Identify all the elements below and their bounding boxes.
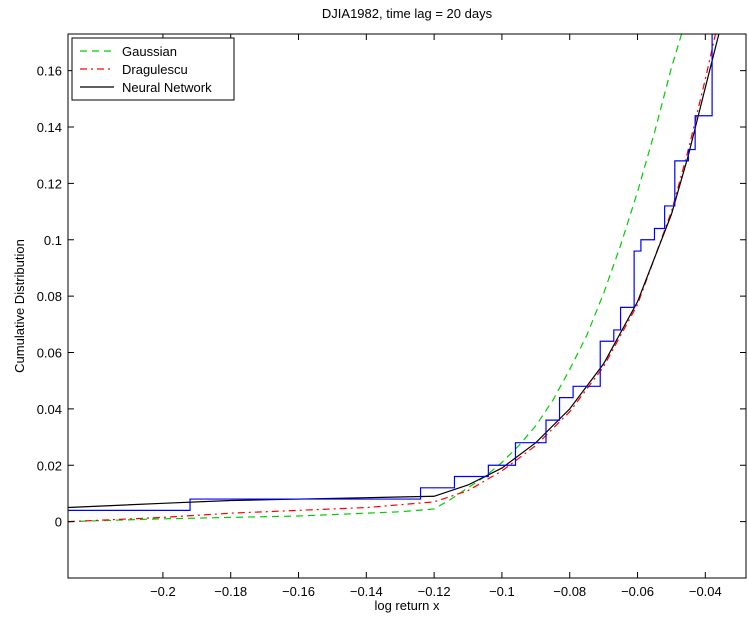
legend-label: Neural Network bbox=[122, 80, 212, 95]
series-line-empirical bbox=[68, 34, 719, 511]
legend-label: Dragulescu bbox=[122, 62, 188, 77]
x-tick-label: −0.16 bbox=[282, 584, 315, 599]
chart-title: DJIA1982, time lag = 20 days bbox=[322, 6, 493, 21]
series-line-gaussian bbox=[68, 34, 683, 523]
plot-frame bbox=[67, 33, 747, 579]
y-tick-label: 0.06 bbox=[37, 346, 62, 361]
x-tick-label: −0.18 bbox=[214, 584, 247, 599]
x-tick-label: −0.2 bbox=[150, 584, 176, 599]
y-axis-title: Cumulative Distribution bbox=[12, 239, 27, 373]
legend: Gaussian Dragulescu Neural Network bbox=[71, 37, 235, 101]
y-tick-label: 0.02 bbox=[37, 458, 62, 473]
y-tick-label: 0.08 bbox=[37, 289, 62, 304]
legend-label: Gaussian bbox=[122, 44, 177, 59]
x-axis-title: log return x bbox=[374, 598, 440, 613]
series-line-neural-network bbox=[68, 34, 720, 509]
axes-layer: −0.2 −0.18 −0.16 −0.14 −0.12 −0.1 −0.08 −0.06 −0… bbox=[37, 33, 747, 599]
x-tick-label: −0.12 bbox=[418, 584, 451, 599]
y-tick-label: 0.12 bbox=[37, 176, 62, 191]
series-line-dragulescu bbox=[68, 34, 717, 523]
y-tick-label: 0.14 bbox=[37, 120, 62, 135]
y-tick-label: 0.16 bbox=[37, 64, 62, 79]
y-tick-label: 0.04 bbox=[37, 402, 62, 417]
y-tick-label: 0.1 bbox=[44, 233, 62, 248]
x-tick-label: −0.08 bbox=[553, 584, 586, 599]
x-tick-label: −0.04 bbox=[689, 584, 722, 599]
x-tick-label: −0.1 bbox=[489, 584, 515, 599]
y-tick-label: 0 bbox=[55, 515, 62, 530]
series-layer bbox=[68, 34, 720, 523]
x-tick-label: −0.06 bbox=[621, 584, 654, 599]
x-tick-label: −0.14 bbox=[350, 584, 383, 599]
